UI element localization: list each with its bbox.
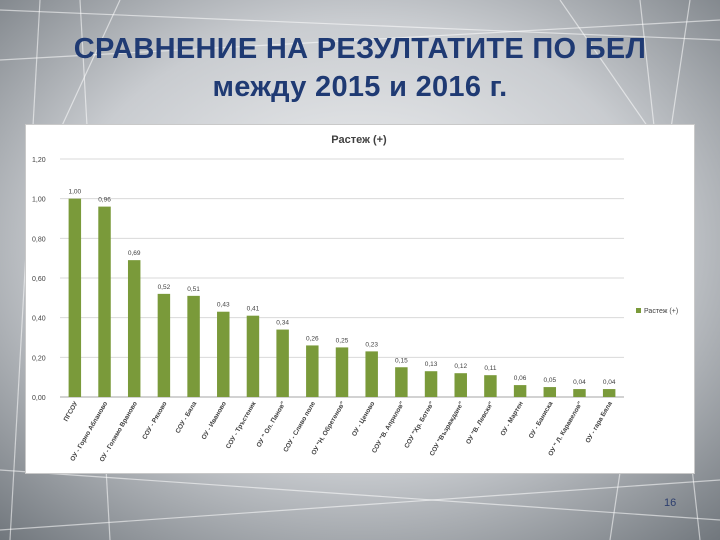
bar-value-label: 0,41 [247,306,260,313]
x-tick-label: ПГСОУ [63,400,80,423]
growth-bar-chart: Растеж (+) 1,00 0,96 0,69 0,52 0,51 0,43 0,41 0… [32,134,678,463]
x-tick-label: СОУ "Възраждане" [429,401,466,458]
slide-title: СРАВНЕНИЕ НА РЕЗУЛТАТИТЕ ПО БЕЛ между 20… [0,30,720,106]
x-tick-label: ОУ " Ол. Панов" [255,401,287,449]
bar [187,295,200,397]
x-tick-label: СОУ "Хр. Ботев" [403,401,435,450]
bar [217,311,230,397]
bar-value-label: 0,15 [395,357,408,364]
y-tick-label: 0,80 [32,236,46,243]
bar [395,367,408,397]
y-tick-label: 0,00 [32,395,46,402]
bar-value-label: 1,00 [69,189,82,196]
bar-value-label: 0,25 [336,337,349,344]
bar [98,206,111,397]
bar [573,389,586,397]
bar-value-label: 0,04 [573,379,586,386]
x-tick-label: СОУ - Тръстеник [225,400,258,450]
bar [127,260,141,397]
bar-value-label: 0,26 [306,335,319,342]
bar-value-label: 0,06 [514,375,527,382]
bar [543,387,557,397]
slide-title-line-1: СРАВНЕНИЕ НА РЕЗУЛТАТИТЕ ПО БЕЛ [73,33,647,65]
x-tick-label: ОУ - Мартен [500,400,525,437]
bar [306,345,319,397]
bar-value-label: 0,34 [276,320,289,327]
bar [424,371,438,397]
x-tick-label: ОУ - Баниска [528,400,555,440]
y-tick-label: 1,00 [32,197,46,204]
x-tick-label: ОУ - Ценово [351,400,377,437]
bar [157,293,171,397]
y-tick-label: 0,40 [32,316,46,323]
y-tick-label: 0,20 [32,355,46,362]
bar-value-label: 0,04 [603,379,616,386]
chart-title: Растеж (+) [331,134,387,146]
bar-value-label: 0,11 [484,365,497,372]
bar-value-label: 0,51 [187,286,200,293]
x-tick-label: ОУ - Иваново [201,400,228,440]
chart-legend: Растеж (+) [636,308,678,315]
x-tick-label: СОУ - Сливо поле [282,400,317,453]
y-tick-label: 0,60 [32,276,46,283]
bar-value-label: 0,12 [454,363,467,370]
bar-value-label: 0,96 [98,197,111,204]
legend-swatch [636,308,641,313]
bar [454,373,467,397]
x-tick-label: ОУ - гара Бяла [585,400,615,444]
bar [276,329,289,397]
bar [602,389,616,397]
x-tick-label: ОУ "В. Левски" [465,400,495,445]
bar [484,375,497,397]
bar-value-label: 0,43 [217,302,230,309]
x-tick-label: СОУ - Бяла [175,400,199,435]
y-tick-label: 1,20 [32,157,46,164]
bar [246,315,260,397]
legend-label: Растеж (+) [644,308,678,315]
page-number: 16 [664,497,677,509]
bar-value-label: 0,05 [543,377,556,384]
chart-panel: Растеж (+) 1,00 0,96 0,69 0,52 0,51 0,43 0,41 0… [25,124,695,474]
bar-value-label: 0,52 [158,284,171,291]
bar [68,198,82,397]
x-tick-label: ОУ " Л. Каравелов" [547,401,584,458]
bar-value-label: 0,69 [128,250,141,257]
bar [513,385,527,397]
bar-value-label: 0,13 [425,361,438,368]
bar [365,351,378,397]
slide-title-line-2: между 2015 и 2016 г. [212,71,508,103]
x-tick-label: СОУ - Ряхово [141,400,168,440]
bar [335,347,349,397]
bar-value-label: 0,23 [365,341,378,348]
x-tick-label: ОУ "Н. Обретенов" [310,400,347,456]
x-tick-label: СОУ "В. Априлов" [371,401,406,455]
